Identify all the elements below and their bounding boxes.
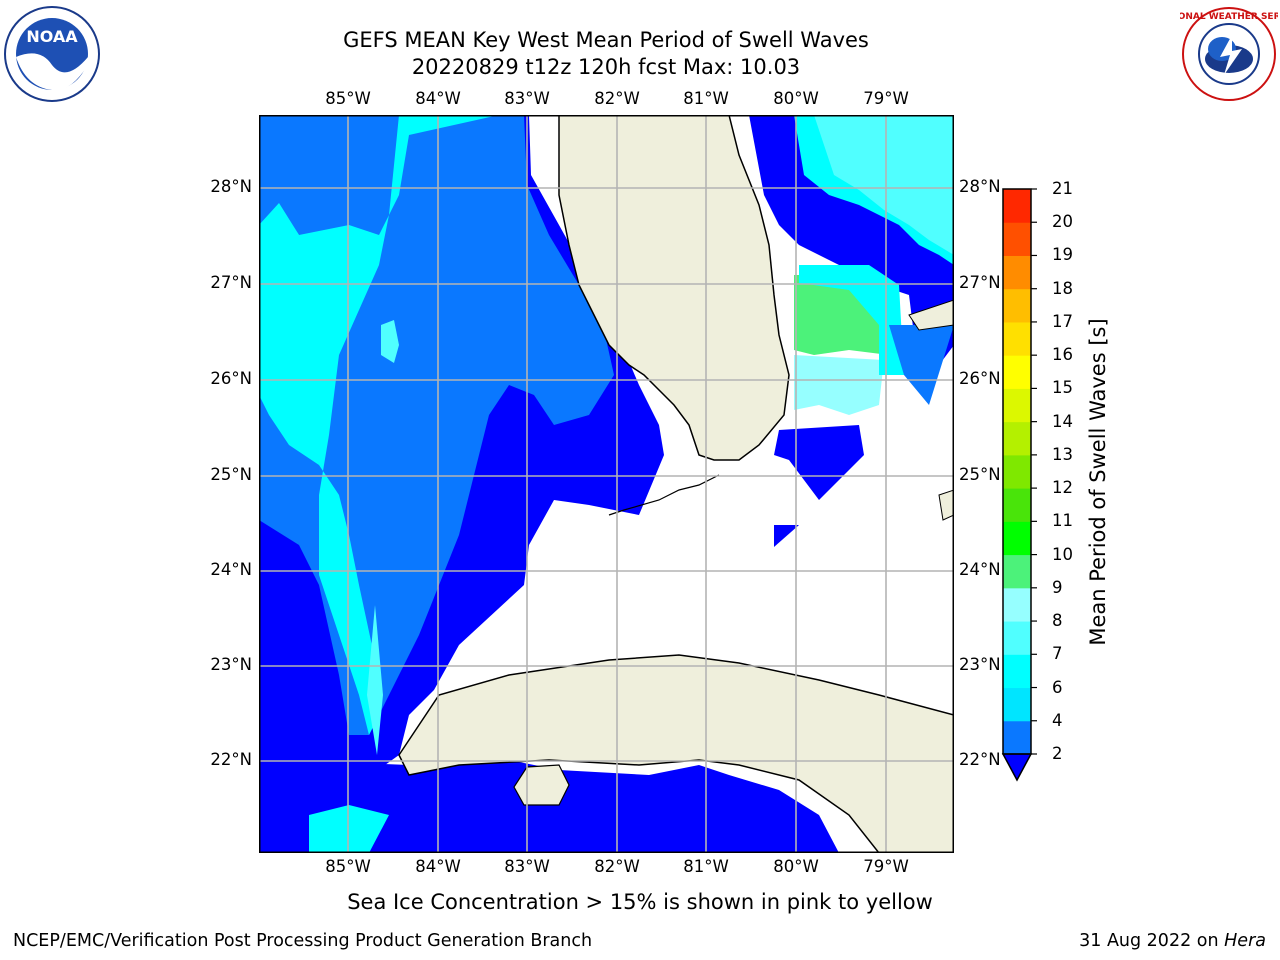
- colorbar-band: [1003, 189, 1031, 223]
- footer-date: 31 Aug 2022 on Hera: [1079, 931, 1266, 951]
- colorbar-band: [1003, 355, 1031, 389]
- colorbar-band: [1003, 255, 1031, 290]
- colorbar-tick-label: 17: [1052, 311, 1073, 331]
- colorbar-tick-label: 18: [1052, 278, 1073, 298]
- nws-logo: NATIONAL WEATHER SERVICE: [1180, 7, 1278, 101]
- colorbar-tick-label: 15: [1052, 378, 1073, 398]
- contour-2-4-south: [259, 520, 349, 805]
- colorbar-band: [1003, 654, 1031, 689]
- colorbar-band: [1003, 687, 1031, 722]
- colorbar-tick-label: 20: [1052, 212, 1073, 232]
- lon-label-bottom-79w: 79°W: [863, 857, 909, 876]
- lat-label-right-27n: 27°N: [959, 273, 1001, 292]
- colorbar-tick-label: 9: [1052, 577, 1063, 597]
- map-gridlines: [259, 115, 954, 853]
- lat-label-left-28n: 28°N: [210, 177, 252, 196]
- lat-label-right-25n: 25°N: [959, 465, 1001, 484]
- lon-label-bottom-84w: 84°W: [415, 857, 461, 876]
- lon-label-top-79w: 79°W: [863, 89, 909, 108]
- footer-date-text: 31 Aug 2022 on: [1079, 931, 1225, 951]
- svg-text:NATIONAL WEATHER SERVICE: NATIONAL WEATHER SERVICE: [1180, 12, 1278, 22]
- swell-period-map: [259, 115, 954, 853]
- footer-machine: Hera: [1224, 931, 1266, 951]
- svg-text:NOAA: NOAA: [26, 27, 78, 46]
- colorbar-title: Mean Period of Swell Waves [s]: [1086, 318, 1110, 646]
- colorbar-tick-label: 6: [1052, 677, 1063, 697]
- noaa-logo: NOAA: [4, 6, 100, 102]
- colorbar-band: [1003, 587, 1031, 622]
- colorbar-tick-label: 13: [1052, 444, 1073, 464]
- colorbar-band: [1003, 720, 1031, 755]
- colorbar-tick-label: 11: [1052, 511, 1073, 531]
- lat-label-left-26n: 26°N: [210, 369, 252, 388]
- lon-label-bottom-85w: 85°W: [325, 857, 371, 876]
- lat-label-right-28n: 28°N: [959, 177, 1001, 196]
- lon-label-bottom-83w: 83°W: [504, 857, 550, 876]
- colorbar-band: [1003, 421, 1031, 456]
- colorbar-band: [1003, 521, 1031, 556]
- colorbar-extend-arrow: [1001, 753, 1033, 782]
- colorbar: [1001, 188, 1037, 782]
- colorbar-band: [1003, 321, 1031, 356]
- lon-label-top-84w: 84°W: [415, 89, 461, 108]
- lon-label-top-81w: 81°W: [683, 89, 729, 108]
- chart-title: GEFS MEAN Key West Mean Period of Swell …: [343, 28, 869, 52]
- lat-label-left-27n: 27°N: [210, 273, 252, 292]
- lon-label-top-82w: 82°W: [594, 89, 640, 108]
- colorbar-tick-label: 19: [1052, 245, 1073, 265]
- sea-ice-note: Sea Ice Concentration > 15% is shown in …: [347, 890, 933, 914]
- colorbar-band: [1003, 222, 1031, 256]
- lat-label-left-25n: 25°N: [210, 465, 252, 484]
- colorbar-band: [1003, 621, 1031, 655]
- colorbar-band: [1003, 488, 1031, 522]
- colorbar-tick-label: 4: [1052, 710, 1063, 730]
- lon-label-top-80w: 80°W: [773, 89, 819, 108]
- lat-label-right-23n: 23°N: [959, 655, 1001, 674]
- colorbar-tick-label: 21: [1052, 179, 1073, 198]
- lon-label-top-83w: 83°W: [504, 89, 550, 108]
- lat-label-left-22n: 22°N: [210, 750, 252, 769]
- bahamas-land: [908, 299, 954, 331]
- colorbar-tick-label: 14: [1052, 411, 1073, 431]
- colorbar-frame: [1002, 188, 1032, 755]
- colorbar-band: [1003, 288, 1031, 323]
- colorbar-tick-label: 8: [1052, 611, 1063, 631]
- chart-subtitle: 20220829 t12z 120h fcst Max: 10.03: [411, 55, 801, 79]
- colorbar-tick-label: 7: [1052, 644, 1063, 664]
- colorbar-tick-label: 10: [1052, 544, 1073, 564]
- lon-label-bottom-80w: 80°W: [773, 857, 819, 876]
- lat-label-left-23n: 23°N: [210, 655, 252, 674]
- colorbar-band: [1003, 454, 1031, 489]
- footer-branch: NCEP/EMC/Verification Post Processing Pr…: [13, 931, 593, 951]
- colorbar-band: [1003, 554, 1031, 589]
- colorbar-tick-label: 16: [1052, 345, 1073, 365]
- lat-label-right-22n: 22°N: [959, 750, 1001, 769]
- lat-label-right-24n: 24°N: [959, 560, 1001, 579]
- colorbar-tick-label: 2: [1052, 744, 1063, 763]
- lon-label-bottom-81w: 81°W: [683, 857, 729, 876]
- lat-label-left-24n: 24°N: [210, 560, 252, 579]
- lat-label-right-26n: 26°N: [959, 369, 1001, 388]
- lon-label-top-85w: 85°W: [325, 89, 371, 108]
- colorbar-band: [1003, 388, 1031, 423]
- contour-4-6-core: [259, 205, 334, 415]
- colorbar-tick-label: 12: [1052, 478, 1073, 498]
- lon-label-bottom-82w: 82°W: [594, 857, 640, 876]
